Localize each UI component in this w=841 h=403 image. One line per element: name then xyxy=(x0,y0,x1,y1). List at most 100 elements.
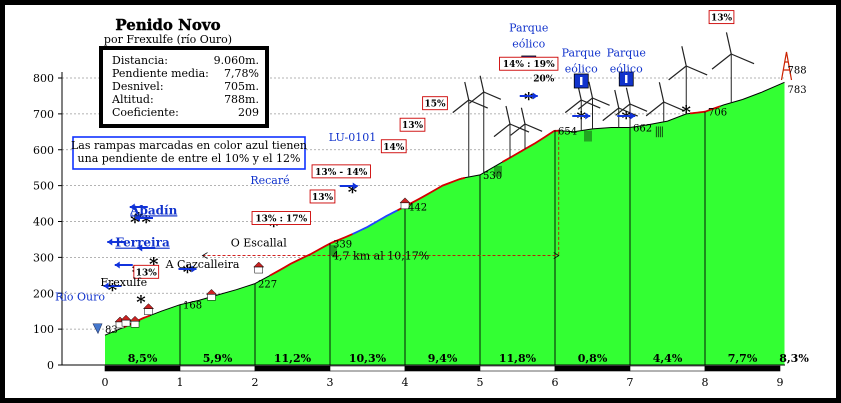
annotation: Frexulfe xyxy=(100,276,147,289)
km-bar-segment xyxy=(479,365,556,372)
ramp-label: 13% : 17% xyxy=(255,215,307,225)
house-roof-icon xyxy=(120,314,132,321)
place-label: Parque xyxy=(509,21,548,34)
km-bar-segment xyxy=(254,365,331,372)
wind-turbine-blade xyxy=(493,123,511,138)
wind-turbine-blade xyxy=(479,75,485,93)
segment-gradient-label: 11,2% xyxy=(274,352,312,365)
ramp-label-box xyxy=(311,164,371,179)
wind-turbine-blade xyxy=(663,101,685,112)
measure-arrow-left xyxy=(201,252,208,259)
ramp-red xyxy=(689,105,721,115)
direction-arrow-head xyxy=(191,265,197,273)
ramp-label-box xyxy=(380,139,407,154)
ramp-label: 13% xyxy=(136,268,158,278)
wind-turbine-blade xyxy=(614,89,620,109)
place-label: Ferreira xyxy=(115,236,170,250)
km-bar-segment xyxy=(329,365,406,372)
labels: 8,5% 5,9% 11,2% 10,3% 9,4% 11,8% 0,8% 4,4% 7,7% 8… xyxy=(55,10,809,365)
wind-turbine-blade xyxy=(602,107,620,122)
ramp-label: 14% : 19% xyxy=(503,60,555,70)
place-label: Parque xyxy=(562,46,601,59)
info-value: 9.060m. xyxy=(214,54,259,67)
x-tick-label: 6 xyxy=(552,376,559,389)
segment-gradient-label: 8,5% xyxy=(128,352,158,365)
y-tick-label: 100 xyxy=(33,323,54,336)
asterisk-icon: * xyxy=(524,89,534,110)
wind-turbine-blade xyxy=(564,99,582,114)
wind-turbine-blade xyxy=(588,81,594,99)
wind-turbine-blade xyxy=(681,46,687,67)
direction-arrow-head xyxy=(114,261,120,269)
elevation-label: 654 xyxy=(558,126,577,137)
house-icon xyxy=(130,320,140,328)
axes: 0 100 200 300 400 500 600 700 800 0 1 2 3 4 5 6 7 8 9 xyxy=(33,72,785,389)
elevation-label: 788 xyxy=(788,65,807,76)
km-bar-segment xyxy=(404,365,481,372)
river-icon xyxy=(92,323,103,335)
house-icon xyxy=(207,294,216,301)
wind-turbine-blade xyxy=(577,97,593,110)
ramp-label-box xyxy=(251,211,311,225)
segment-gradient-label: 5,9% xyxy=(203,352,233,365)
y-tick-label: 400 xyxy=(33,216,54,229)
y-tick-label: 800 xyxy=(33,72,54,85)
ramp-label: 13% xyxy=(711,14,733,24)
x-tick-label: 5 xyxy=(477,376,484,389)
segment-gradient-label: 11,8% xyxy=(499,352,537,365)
direction-arrow-head xyxy=(630,112,636,120)
annotation: A Cazcalleira xyxy=(165,258,240,271)
elevation-label: 530 xyxy=(483,171,502,182)
wind-turbine-blade xyxy=(524,123,543,132)
direction-arrow-head xyxy=(129,203,135,211)
km-bar-segment xyxy=(704,365,781,372)
y-tick-label: 300 xyxy=(33,251,54,264)
info-label: Altitud: xyxy=(111,93,154,106)
chart-title: Penido Novo xyxy=(115,16,220,34)
header: Penido Novo por Frexulfe (río Ouro) xyxy=(104,16,232,46)
y-tick-label: 500 xyxy=(33,180,54,193)
ramp-label-box xyxy=(499,56,559,71)
info-sign-glyph xyxy=(625,75,628,83)
place-label: eólico xyxy=(610,63,643,76)
wind-turbine-blade xyxy=(581,99,601,109)
ramp-red xyxy=(502,129,559,163)
wind-turbine-blade xyxy=(592,97,610,106)
x-tick-label: 0 xyxy=(102,376,109,389)
place-label: Parque xyxy=(607,46,646,59)
km-bar-segment xyxy=(104,365,181,372)
y-tick-label: 700 xyxy=(33,108,54,121)
asterisk-icon: * xyxy=(269,216,279,237)
wind-turbine-blade xyxy=(686,65,708,76)
asterisk-icon: * xyxy=(621,108,631,129)
ramp-label: 15% xyxy=(424,100,446,110)
ramp-label: 13% xyxy=(312,193,334,203)
direction-arrow-head xyxy=(107,238,113,246)
direction-arrow-head xyxy=(532,92,538,100)
house-roof-icon xyxy=(205,288,218,295)
info-value: 7,78% xyxy=(224,67,259,80)
wind-turbine-blade xyxy=(629,103,648,112)
wind-turbine-blade xyxy=(520,107,526,125)
segment-gradient-label: 8,3% xyxy=(779,352,809,365)
info-value: 209 xyxy=(238,106,259,119)
note-box xyxy=(72,136,306,170)
segment-gradient-label: 4,4% xyxy=(653,352,683,365)
x-tick-label: 7 xyxy=(627,376,634,389)
chart-subtitle: por Frexulfe (río Ouro) xyxy=(104,33,232,46)
direction-arrow-head xyxy=(585,112,591,120)
place-label: Abadín xyxy=(129,203,177,217)
elevation-label: 227 xyxy=(258,280,277,291)
annotation: O Escallal xyxy=(231,237,288,250)
km-bar-segment xyxy=(629,365,706,372)
asterisk-icon: * xyxy=(183,262,193,283)
y-tick-label: 200 xyxy=(33,287,54,300)
wind-turbine-blade xyxy=(468,91,485,104)
asterisk-icon: * xyxy=(348,182,358,203)
elevation-label: 783 xyxy=(788,85,807,96)
ramp-blue xyxy=(352,209,398,235)
y-tick-label: 0 xyxy=(47,359,54,372)
asterisk-icon: * xyxy=(130,212,140,233)
